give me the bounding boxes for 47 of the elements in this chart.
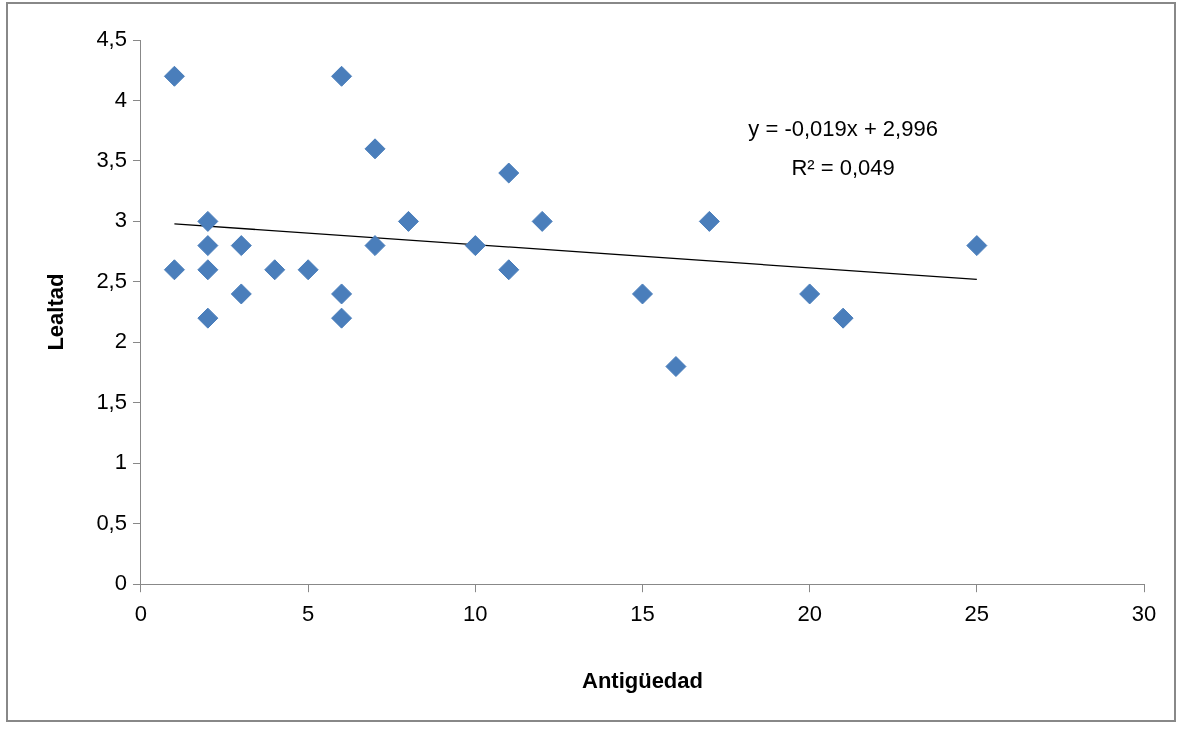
point (331, 65, 353, 87)
point (331, 283, 353, 305)
x-tick-label: 15 (630, 601, 655, 627)
y-tick-label: 4,5 (96, 26, 127, 52)
y-axis-title: Lealtad (43, 273, 69, 351)
point (531, 210, 553, 232)
point (230, 235, 252, 257)
point (197, 235, 219, 257)
point (498, 259, 520, 281)
x-tick-label: 10 (463, 601, 488, 627)
point (297, 259, 319, 281)
y-tick-label: 2,5 (96, 267, 127, 293)
point (832, 307, 854, 329)
y-tick-label: 3 (114, 207, 127, 233)
point (163, 65, 185, 87)
point (163, 259, 185, 281)
point (230, 283, 252, 305)
y-tick-label: 3,5 (96, 147, 127, 172)
point (364, 138, 386, 160)
point (331, 307, 353, 329)
x-tick-label: 30 (1131, 601, 1157, 627)
point (799, 283, 821, 305)
annotation: y = -0,019x + 2,996 (748, 115, 938, 141)
point (364, 235, 386, 257)
point (464, 235, 486, 257)
point (197, 307, 219, 329)
annotation: R² = 0,049 (791, 154, 895, 180)
point (264, 259, 286, 281)
point (498, 162, 520, 184)
y-tick-label: 0,5 (96, 509, 127, 535)
point (397, 210, 419, 232)
point (631, 283, 653, 305)
y-tick-label: 0 (114, 570, 127, 596)
point (197, 210, 219, 232)
point (966, 235, 988, 257)
point (665, 356, 687, 378)
point (197, 259, 219, 281)
y-tick-label: 2 (114, 328, 127, 354)
point (698, 210, 720, 232)
y-tick-label: 4 (114, 86, 127, 112)
y-tick-label: 1,5 (96, 388, 127, 414)
x-tick-label: 5 (302, 601, 315, 627)
x-axis-title: Antigüedad (581, 667, 703, 693)
x-tick-label: 20 (797, 601, 822, 627)
x-tick-label: 0 (134, 601, 148, 627)
x-tick-label: 25 (964, 601, 990, 627)
y-tick-label: 1 (114, 449, 127, 475)
